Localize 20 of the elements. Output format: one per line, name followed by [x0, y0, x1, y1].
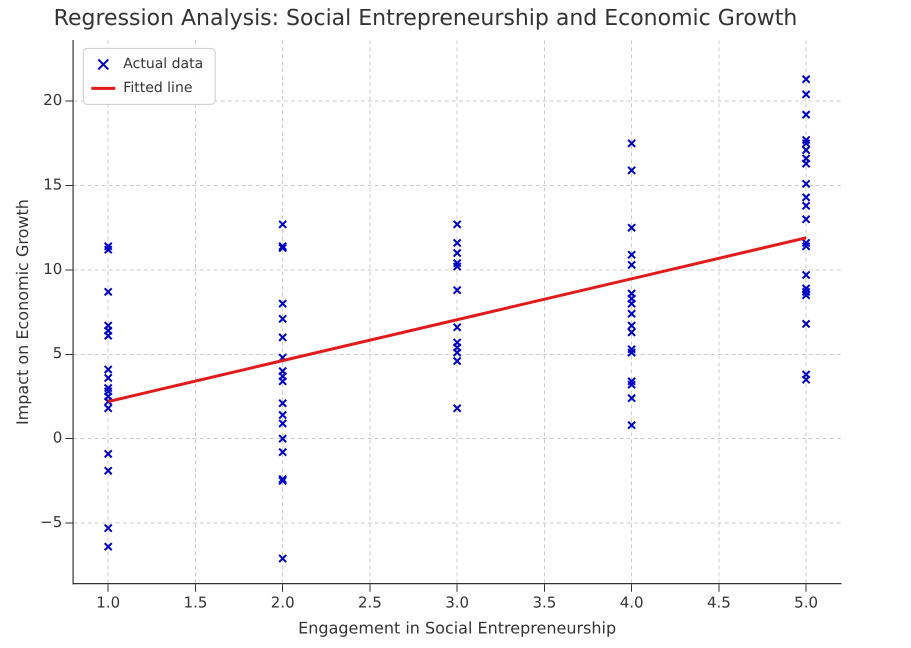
- x-tick-label: 1.5: [184, 594, 208, 612]
- y-tick-label: 15: [43, 175, 62, 194]
- y-tick-label: 5: [52, 344, 62, 362]
- y-tick-label: 0: [52, 428, 62, 447]
- x-tick-label: 3.0: [445, 594, 470, 612]
- legend-label: Actual data: [123, 56, 204, 72]
- y-tick-label: 20: [43, 91, 62, 110]
- chart-title: Regression Analysis: Social Entrepreneurship and Economic Growth: [54, 6, 798, 31]
- y-tick-label: −5: [40, 512, 62, 531]
- x-tick-label: 5.0: [794, 594, 818, 612]
- y-axis-title: Impact on Economic Growth: [12, 199, 32, 426]
- y-tick-label: 10: [43, 260, 62, 278]
- x-tick-label: 4.5: [706, 594, 731, 612]
- x-axis-title: Engagement in Social Entrepreneurship: [298, 618, 616, 638]
- x-tick-label: 4.0: [620, 594, 644, 612]
- x-tick-label: 1.0: [96, 594, 120, 612]
- x-tick-label: 2.0: [270, 594, 295, 612]
- legend-label: Fitted line: [123, 80, 192, 96]
- x-tick-label: 3.5: [532, 594, 556, 612]
- x-tick-label: 2.5: [358, 594, 382, 612]
